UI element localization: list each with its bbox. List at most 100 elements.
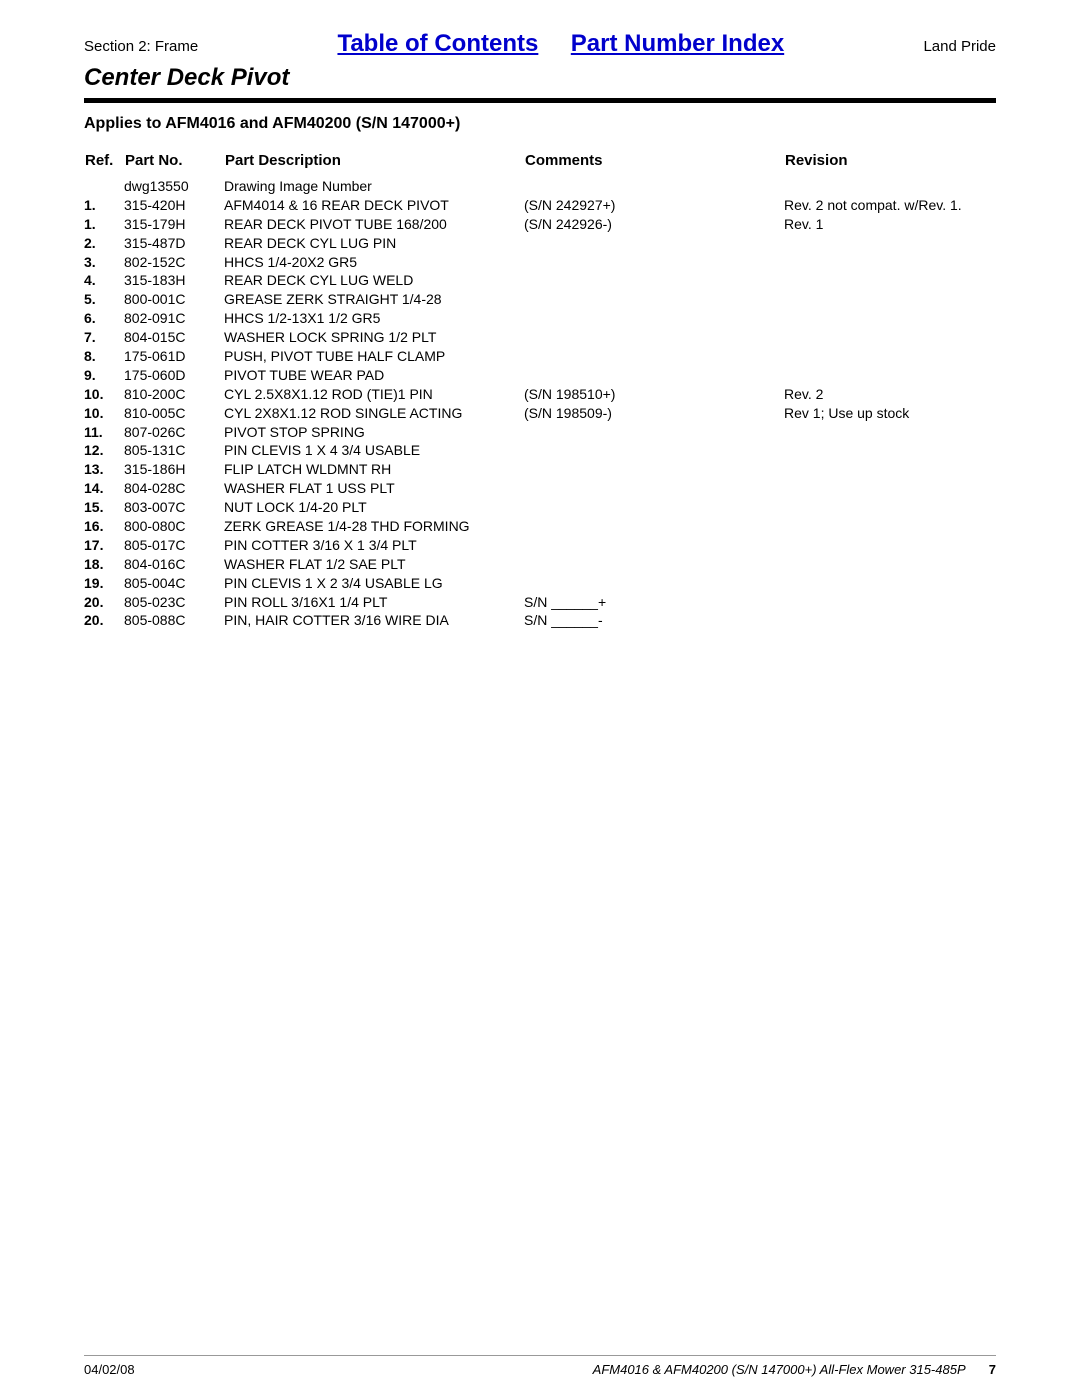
revision-cell	[784, 177, 996, 196]
table-row: 6.802-091CHHCS 1/2-13X1 1/2 GR5	[84, 309, 996, 328]
spacer	[84, 630, 996, 1355]
description-cell: PIVOT STOP SPRING	[224, 423, 524, 442]
header-row: Section 2: Frame Table of Contents Part …	[84, 30, 996, 58]
table-row: 7.804-015CWASHER LOCK SPRING 1/2 PLT	[84, 328, 996, 347]
revision-cell	[784, 460, 996, 479]
ref-cell: 20.	[84, 593, 124, 612]
comments-cell	[524, 498, 784, 517]
table-row: 10.810-200CCYL 2.5X8X1.12 ROD (TIE)1 PIN…	[84, 385, 996, 404]
table-header-row: Ref. Part No. Part Description Comments …	[84, 151, 996, 177]
comments-cell	[524, 177, 784, 196]
comments-cell: S/N ______-	[524, 611, 784, 630]
ref-cell: 11.	[84, 423, 124, 442]
part-no-cell: 175-061D	[124, 347, 224, 366]
table-row: 17.805-017CPIN COTTER 3/16 X 1 3/4 PLT	[84, 536, 996, 555]
comments-cell	[524, 253, 784, 272]
table-row: 13.315-186HFLIP LATCH WLDMNT RH	[84, 460, 996, 479]
table-row: 8.175-061DPUSH, PIVOT TUBE HALF CLAMP	[84, 347, 996, 366]
part-no-cell: 802-091C	[124, 309, 224, 328]
footer-doc: AFM4016 & AFM40200 (S/N 147000+) All-Fle…	[593, 1362, 996, 1377]
description-cell: WASHER FLAT 1 USS PLT	[224, 479, 524, 498]
revision-cell	[784, 574, 996, 593]
col-part-header: Part No.	[124, 151, 224, 177]
description-cell: PUSH, PIVOT TUBE HALF CLAMP	[224, 347, 524, 366]
part-no-cell: 800-080C	[124, 517, 224, 536]
comments-cell	[524, 328, 784, 347]
part-no-cell: 315-186H	[124, 460, 224, 479]
page-title: Center Deck Pivot	[84, 64, 996, 94]
ref-cell: 2.	[84, 234, 124, 253]
description-cell: HHCS 1/4-20X2 GR5	[224, 253, 524, 272]
revision-cell	[784, 234, 996, 253]
part-no-cell: 800-001C	[124, 290, 224, 309]
description-cell: REAR DECK CYL LUG PIN	[224, 234, 524, 253]
table-row: 9.175-060DPIVOT TUBE WEAR PAD	[84, 366, 996, 385]
revision-cell	[784, 441, 996, 460]
revision-cell: Rev 1; Use up stock	[784, 404, 996, 423]
description-cell: PIN COTTER 3/16 X 1 3/4 PLT	[224, 536, 524, 555]
comments-cell	[524, 479, 784, 498]
description-cell: WASHER FLAT 1/2 SAE PLT	[224, 555, 524, 574]
table-row: 4.315-183HREAR DECK CYL LUG WELD	[84, 271, 996, 290]
description-cell: WASHER LOCK SPRING 1/2 PLT	[224, 328, 524, 347]
part-no-cell: 807-026C	[124, 423, 224, 442]
ref-cell: 9.	[84, 366, 124, 385]
ref-cell: 3.	[84, 253, 124, 272]
revision-cell	[784, 366, 996, 385]
footer: 04/02/08 AFM4016 & AFM40200 (S/N 147000+…	[84, 1355, 996, 1377]
description-cell: REAR DECK CYL LUG WELD	[224, 271, 524, 290]
section-label: Section 2: Frame	[84, 38, 198, 55]
comments-cell: S/N ______+	[524, 593, 784, 612]
parts-body: dwg13550Drawing Image Number1.315-420HAF…	[84, 177, 996, 630]
description-cell: HHCS 1/2-13X1 1/2 GR5	[224, 309, 524, 328]
col-ref-header: Ref.	[84, 151, 124, 177]
revision-cell	[784, 611, 996, 630]
revision-cell	[784, 423, 996, 442]
part-no-cell: 810-005C	[124, 404, 224, 423]
comments-cell	[524, 536, 784, 555]
table-row: 19.805-004CPIN CLEVIS 1 X 2 3/4 USABLE L…	[84, 574, 996, 593]
part-no-cell: dwg13550	[124, 177, 224, 196]
comments-cell	[524, 441, 784, 460]
comments-cell	[524, 555, 784, 574]
ref-cell: 1.	[84, 215, 124, 234]
parts-table: Ref. Part No. Part Description Comments …	[84, 151, 996, 630]
description-cell: CYL 2X8X1.12 ROD SINGLE ACTING	[224, 404, 524, 423]
title-rule	[84, 98, 996, 103]
comments-cell	[524, 366, 784, 385]
table-row: 15.803-007CNUT LOCK 1/4-20 PLT	[84, 498, 996, 517]
title-block: Center Deck Pivot	[84, 64, 996, 111]
revision-cell: Rev. 2	[784, 385, 996, 404]
ref-cell	[84, 177, 124, 196]
table-row: 18.804-016CWASHER FLAT 1/2 SAE PLT	[84, 555, 996, 574]
part-no-cell: 804-028C	[124, 479, 224, 498]
page: Section 2: Frame Table of Contents Part …	[0, 0, 1080, 1397]
description-cell: PIN, HAIR COTTER 3/16 WIRE DIA	[224, 611, 524, 630]
description-cell: PIN ROLL 3/16X1 1/4 PLT	[224, 593, 524, 612]
description-cell: REAR DECK PIVOT TUBE 168/200	[224, 215, 524, 234]
ref-cell: 12.	[84, 441, 124, 460]
revision-cell	[784, 253, 996, 272]
applies-to: Applies to AFM4016 and AFM40200 (S/N 147…	[84, 115, 996, 133]
ref-cell: 17.	[84, 536, 124, 555]
table-row: 1.315-179HREAR DECK PIVOT TUBE 168/200(S…	[84, 215, 996, 234]
part-no-cell: 315-487D	[124, 234, 224, 253]
part-index-link[interactable]: Part Number Index	[571, 30, 784, 57]
comments-cell: (S/N 198510+)	[524, 385, 784, 404]
table-row: 10.810-005CCYL 2X8X1.12 ROD SINGLE ACTIN…	[84, 404, 996, 423]
revision-cell	[784, 328, 996, 347]
revision-cell	[784, 290, 996, 309]
table-row: 20.805-088CPIN, HAIR COTTER 3/16 WIRE DI…	[84, 611, 996, 630]
description-cell: PIVOT TUBE WEAR PAD	[224, 366, 524, 385]
ref-cell: 7.	[84, 328, 124, 347]
description-cell: FLIP LATCH WLDMNT RH	[224, 460, 524, 479]
ref-cell: 13.	[84, 460, 124, 479]
revision-cell	[784, 555, 996, 574]
ref-cell: 5.	[84, 290, 124, 309]
table-row: 5.800-001CGREASE ZERK STRAIGHT 1/4-28	[84, 290, 996, 309]
revision-cell	[784, 517, 996, 536]
part-no-cell: 315-420H	[124, 196, 224, 215]
revision-cell: Rev. 2 not compat. w/Rev. 1.	[784, 196, 996, 215]
toc-link[interactable]: Table of Contents	[337, 30, 538, 57]
comments-cell	[524, 347, 784, 366]
